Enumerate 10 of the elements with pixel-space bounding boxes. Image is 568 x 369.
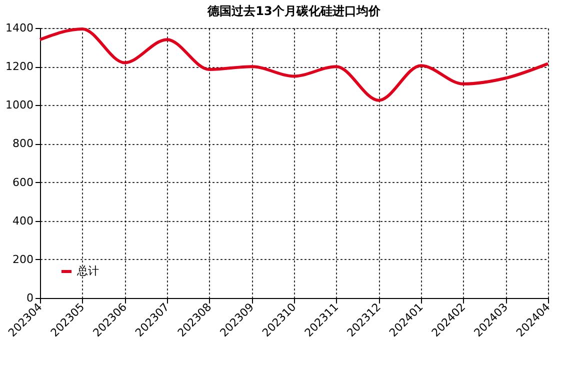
y-tick-label: 200 <box>12 252 34 266</box>
y-tick-label: 0 <box>26 292 34 304</box>
y-tick-label: 1400 <box>6 22 34 34</box>
legend-label: 总计 <box>76 264 99 278</box>
chart-title: 德国过去13个月碳化硅进口均价 <box>206 4 382 18</box>
y-tick-label: 1000 <box>6 98 34 112</box>
y-tick-label: 800 <box>12 137 34 150</box>
y-tick-label: 1200 <box>6 60 34 74</box>
y-tick-label: 600 <box>12 176 34 189</box>
y-tick-label: 400 <box>12 214 34 228</box>
